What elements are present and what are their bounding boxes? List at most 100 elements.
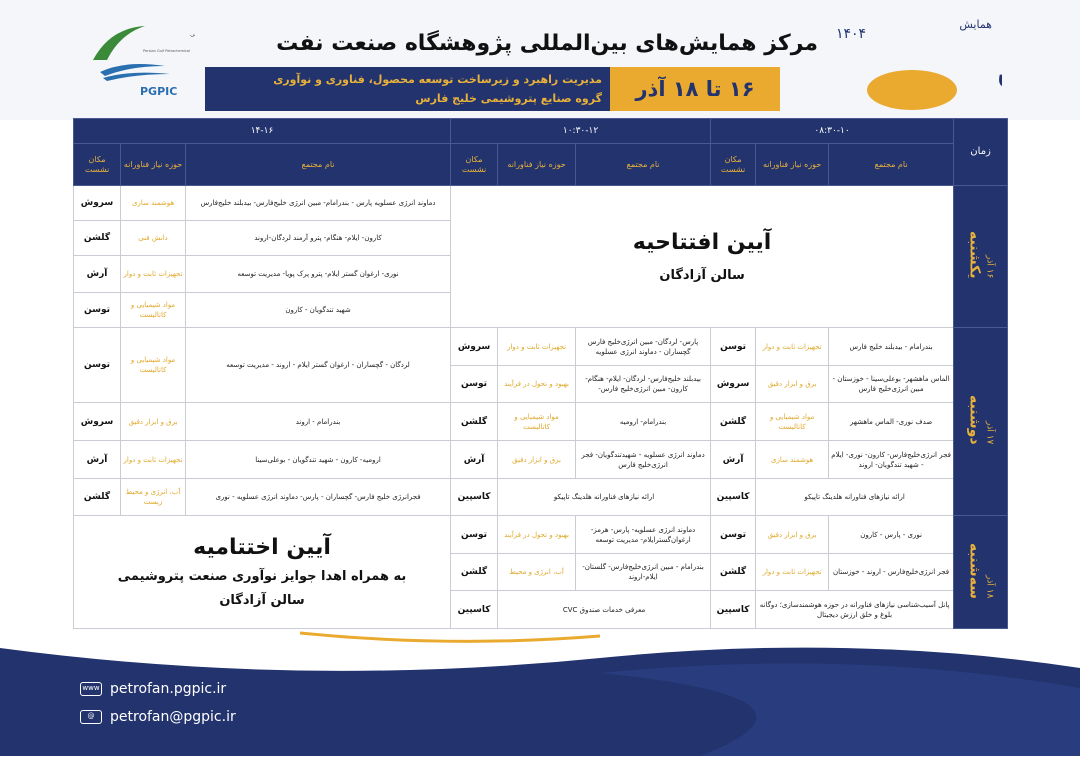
slot-header: ۰۸:۳۰-۱۰ [710,118,955,144]
session-title: پانل آسیب‌شناسی نیازهای فناورانه در حوزه… [755,590,955,629]
header-row-columns: نام مجتمع حوزه نیاز فناورانه مکان نشست نام … [72,143,1008,186]
tech-field: مواد شیمیایی و کاتالیست [120,327,187,403]
email-contact: @ petrofan@pgpic.ir [80,708,236,726]
tech-field: مواد شیمیایی و کاتالیست [497,402,577,441]
company-names: لردگان - گچساران - ارغوان گستر ایلام - ا… [185,327,452,403]
session-place: کاسپین [450,478,499,516]
footer: www petrofan.pgpic.ir @ petrofan@pgpic.i… [0,628,1080,756]
session-place: آرش [710,440,757,479]
day-cell: ۱۷ آذردوشنبه [953,327,1009,516]
session-place: کاسپین [450,590,499,629]
company-names: کارون- ایلام- هنگام- پترو آرمند لردگان-ا… [185,220,452,256]
session-place: توسن [450,515,499,554]
tech-field: مواد شیمیایی و کاتالیست [755,402,830,441]
session-place: گلشن [450,402,499,441]
tech-field: تجهیزات ثابت و دوار [497,327,577,366]
session-place: گلشن [450,553,499,591]
col-field-header: حوزه نیاز فناورانه [755,143,830,186]
session-title: معرفی خدمات صندوق CVC [497,590,712,629]
col-place-header: مکان نشست [710,143,757,186]
table-row: فجر انرژی‌خلیج‌فارس- کارون- نوری- ایلام … [72,440,1008,479]
website-contact: www petrofan.pgpic.ir [80,680,226,698]
closing-title: آیین اختتامیه [193,535,331,560]
table-row: ۱۶ آذریکشنبه آیین افتتاحیه سالن آزادگان دما… [72,185,1009,328]
day-cell: ۱۸ آذرسه‌شنبه [953,515,1009,629]
session-place: سروش [450,327,499,366]
company-names: نوری - پارس - کارون [828,515,955,554]
email-link[interactable]: petrofan@pgpic.ir [110,709,236,725]
globe-icon: www [80,682,102,696]
table-row: ارائه نیازهای فناورانه هلدینگ تاپیکو کاسپ… [72,478,1008,516]
company-names: بندرامام - مبین انرژی‌خلیج‌فارس- گلستان-… [575,553,712,591]
pgpic-logo: شرکت صنایع پتروشیمی Persian Gulf Petroch… [85,20,250,100]
svg-text:پتروفن: پتروفن [997,49,1002,89]
session-place: سروش [72,402,122,441]
organizer-banner: مدیریت راهبرد و زیرساخت توسعه محصول، فنا… [205,67,610,111]
day-name: دوشنبه [966,395,983,445]
slot-header: ۱۴-۱۶ [72,118,452,144]
session-place: سروش [710,365,757,403]
session-place: گلشن [710,402,757,441]
closing-subtitle: به همراه اهدا جوایز نوآوری صنعت پتروشیمی [117,569,407,584]
day-date: ۱۶ آذر [984,255,995,279]
svg-text:۱۴۰۴: ۱۴۰۴ [836,26,866,42]
day-date: ۱۷ آذر [984,421,995,445]
session-place: کاسپین [710,590,757,629]
tech-field: آب، انرژی و محیط [497,553,577,591]
day-cell: ۱۶ آذریکشنبه [953,185,1009,328]
svg-text:همایش: همایش [959,18,992,31]
session-title: ارائه نیازهای فناورانه هلدینگ تاپیکو [497,478,712,516]
day-name: یکشنبه [966,231,983,279]
company-names: فجر انرژی‌خلیج‌فارس- کارون- نوری- ایلام … [828,440,955,479]
website-link[interactable]: petrofan.pgpic.ir [110,681,227,697]
svg-text:شرکت صنایع پتروشیمی: شرکت صنایع پتروشیمی [190,31,195,38]
date-range: ۱۶ تا ۱۸ آذر [610,67,780,111]
company-names: صدف نوری- الماس ماهشهر [828,402,955,441]
schedule-table: زمان ۰۸:۳۰-۱۰ ۱۰:۳۰-۱۲ ۱۴-۱۶ نام مجتمع حوزه ن… [72,118,1009,629]
session-place: گلشن [710,553,757,591]
tech-field: بهبود و تحول در فرآیند [497,515,577,554]
closing-hall: سالن آزادگان [219,593,305,608]
company-names: نوری- ارغوان گستر ایلام- پترو پرک پویا- … [185,255,452,293]
company-names: ارومیه- کارون - شهید تندگویان - بوعلی‌سی… [185,440,452,479]
table-row: الماس ماهشهر- بوعلی‌سینا - خوزستان - مبی… [74,365,1008,403]
company-names: بندرامام - بیدبلند خلیج فارس [828,327,955,366]
tech-field: تجهیزات ثابت و دوار [755,327,830,366]
company-names: الماس ماهشهر- بوعلی‌سینا - خوزستان - مبی… [828,365,955,403]
col-field-header: حوزه نیاز فناورانه [497,143,577,186]
tech-field: هوشمند سازی [755,440,830,479]
session-place: توسن [72,327,122,403]
table-row: ۱۷ آذردوشنبه بندرامام - بیدبلند خلیج فارس… [72,327,1009,516]
session-place: توسن [450,365,499,403]
tech-field: تجهیزات ثابت و دوار [120,255,187,293]
session-place: آرش [72,255,122,293]
col-name-header: نام مجتمع [575,143,712,186]
banner-line-2: گروه صنایع پتروشیمی خلیج فارس [415,92,602,105]
email-icon: @ [80,710,102,724]
session-place: گلشن [72,220,122,256]
svg-text:PGPIC: PGPIC [140,85,177,98]
session-place: سروش [72,185,122,221]
opening-title: آیین افتتاحیه [632,229,772,255]
tech-field: مواد شیمیایی و کاتالیست [120,292,187,328]
session-place: توسن [710,515,757,554]
table-row: نوری- ارغوان گستر ایلام- پترو پرک پویا- … [72,255,1008,293]
company-names: بندرامام - اروند [185,402,452,441]
day-name: سه‌شنبه [966,542,983,599]
session-place: آرش [72,440,122,479]
company-names: دماوند انرژی عسلویه پارس - بندرامام- مبی… [185,185,452,221]
session-title: ارائه نیازهای فناورانه هلدینگ تاپیکو [755,478,955,516]
tech-field: دانش فنی [120,220,187,256]
tech-field: بهبود و تحول در فرآیند [497,365,577,403]
header-row-slots: زمان ۰۸:۳۰-۱۰ ۱۰:۳۰-۱۲ ۱۴-۱۶ [72,118,1009,186]
col-field-header: حوزه نیاز فناورانه [120,143,187,186]
table-row: شهید تندگویان - کارون مواد شیمیایی و کاتا… [72,292,1008,328]
table-row: کارون- ایلام- هنگام- پترو آرمند لردگان-ا… [72,220,1008,256]
petrofan-logo: همایش پتروفن ۱۴۰۴ [832,8,1080,113]
company-names: فجر انرژی‌خلیج‌فارس - اروند - خوزستان [828,553,955,591]
session-place: توسن [72,292,122,328]
company-names: دماوند انرژی عسلویه- پارس- هرمز- ارغوان‌… [575,515,712,554]
col-name-header: نام مجتمع [828,143,955,186]
col-place-header: مکان نشست [450,143,499,186]
day-date: ۱۸ آذر [984,575,995,599]
